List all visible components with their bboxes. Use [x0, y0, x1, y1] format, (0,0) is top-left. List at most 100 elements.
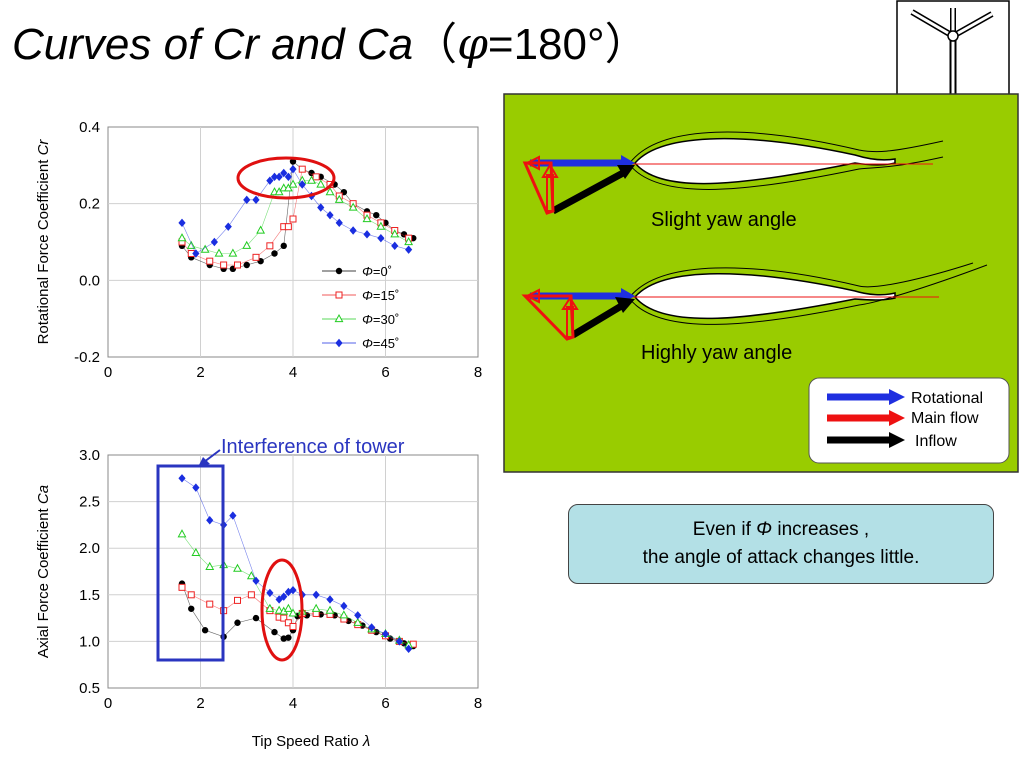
- data-point: [307, 175, 316, 184]
- y-tick-label: 0.4: [79, 119, 100, 136]
- y-tick-label: -0.2: [74, 349, 100, 366]
- legend-marker: [334, 313, 344, 323]
- data-point: [265, 603, 275, 612]
- data-point: [201, 627, 209, 634]
- data-point: [234, 596, 241, 604]
- y-tick-label: 1.0: [79, 633, 100, 650]
- data-point: [280, 168, 288, 178]
- data-point: [285, 634, 292, 641]
- legend-entry: Φ=45˚: [362, 336, 399, 351]
- data-point: [289, 158, 297, 165]
- data-point: [363, 230, 371, 239]
- data-point: [214, 248, 224, 257]
- data-point: [192, 483, 200, 492]
- dip-highlight-ellipse: [260, 558, 304, 662]
- data-point: [284, 223, 292, 231]
- data-point: [377, 233, 385, 243]
- x-tick-label: 0: [104, 364, 112, 381]
- legend-main-flow: Main flow: [827, 410, 979, 427]
- data-point: [275, 172, 283, 182]
- conclusion-phi: Φ: [756, 519, 773, 540]
- data-point: [271, 250, 278, 257]
- data-point: [283, 183, 293, 192]
- legend-entry: Φ=15˚: [362, 288, 399, 303]
- data-point: [316, 179, 326, 188]
- data-point: [246, 571, 256, 580]
- conclusion-suffix: increases ,: [772, 519, 870, 540]
- series-line: [181, 160, 414, 270]
- interference-arrowhead: [198, 457, 210, 467]
- y-tick-label: 3.0: [79, 447, 100, 464]
- legend-rotational-label: Rotational: [911, 390, 983, 407]
- legend-marker: [335, 267, 343, 275]
- data-point: [266, 176, 274, 185]
- data-point: [284, 172, 292, 182]
- conclusion-line-1: Even if Φ increases ,: [569, 516, 993, 544]
- data-point: [191, 547, 201, 556]
- y-axis-label: Rotational Force Coefficient Cr: [35, 139, 52, 345]
- conclusion-line-2: the angle of attack changes little.: [642, 547, 920, 568]
- data-point: [373, 211, 380, 219]
- slight-yaw-airfoil: [528, 131, 944, 190]
- data-point: [274, 605, 284, 614]
- legend-entry: Φ=0˚: [362, 264, 392, 279]
- data-point: [340, 601, 348, 611]
- data-point: [206, 257, 214, 265]
- y-axis-label: Axial Force Coefficient Ca: [35, 485, 52, 658]
- data-point: [334, 194, 344, 203]
- conclusion-box: Even if Φ increases , the angle of attac…: [568, 504, 994, 584]
- slide-title: Curves of Cr and Ca（φ=180°）: [12, 8, 649, 72]
- data-point: [348, 202, 358, 211]
- data-point: [252, 253, 260, 261]
- data-point: [206, 600, 214, 608]
- peak-highlight-ellipse: [236, 156, 336, 200]
- y-tick-label: 0.2: [79, 196, 100, 213]
- data-point: [381, 629, 390, 639]
- data-point: [284, 619, 292, 627]
- data-point: [283, 603, 293, 612]
- title-paren-open: （: [413, 20, 458, 69]
- data-point: [266, 242, 274, 250]
- data-point: [243, 261, 250, 269]
- data-point: [274, 187, 284, 196]
- x-tick-label: 0: [104, 695, 112, 712]
- data-point: [391, 241, 399, 251]
- x-axis-label: Tip Speed Ratio λ: [252, 733, 371, 750]
- data-point: [326, 595, 334, 604]
- x-tick-label: 6: [381, 695, 389, 712]
- data-point: [210, 237, 218, 247]
- data-point: [252, 614, 260, 622]
- interference-arrow: [203, 449, 221, 463]
- data-point: [220, 261, 228, 269]
- highly-yaw-airfoil: [528, 262, 988, 325]
- data-point: [228, 248, 238, 257]
- tower-interference-box: [156, 464, 225, 662]
- highly-yaw-vectors: [521, 288, 635, 341]
- data-point: [404, 236, 414, 246]
- chart-legend: Φ=0˚ Φ=15˚ Φ=30˚ Φ=45˚: [322, 264, 399, 351]
- legend-marker: [335, 338, 343, 348]
- legend-inflow-label: Inflow: [915, 433, 957, 450]
- data-point: [224, 222, 232, 231]
- vector-legend: Rotational Main flow Inflow: [808, 377, 1010, 464]
- data-point: [280, 614, 288, 622]
- y-tick-label: 1.5: [79, 587, 100, 604]
- legend-marker: [335, 291, 343, 299]
- data-point: [405, 245, 413, 254]
- data-point: [178, 218, 186, 228]
- legend-rotational: Rotational: [827, 389, 983, 407]
- x-tick-label: 8: [474, 695, 482, 712]
- data-point: [178, 474, 186, 483]
- data-point: [390, 229, 400, 238]
- x-tick-label: 4: [289, 364, 297, 381]
- x-tick-label: 2: [196, 695, 204, 712]
- data-point: [376, 221, 386, 230]
- data-point: [192, 249, 200, 258]
- data-point: [256, 225, 266, 234]
- data-point: [298, 165, 306, 173]
- data-point: [247, 591, 255, 599]
- title-phi: φ: [457, 19, 488, 70]
- data-point: [234, 619, 241, 626]
- data-point: [270, 172, 279, 182]
- data-point: [289, 164, 297, 174]
